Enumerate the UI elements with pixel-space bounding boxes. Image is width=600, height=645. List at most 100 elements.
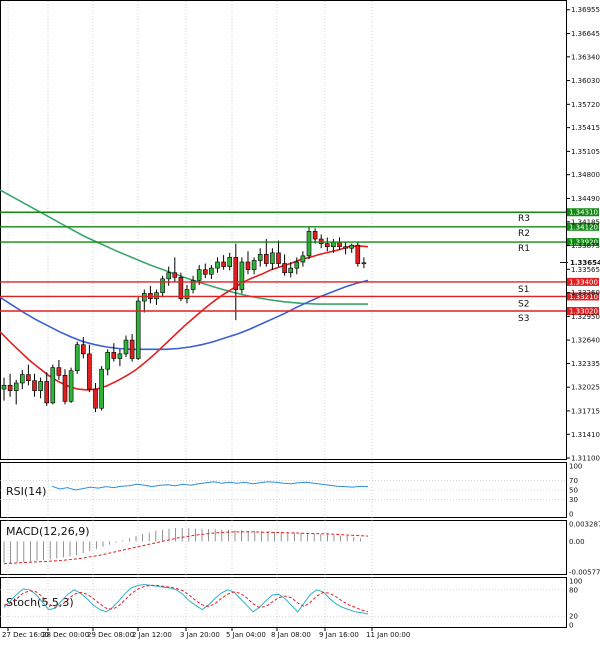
candle-body-down	[172, 272, 178, 278]
candle-body-down	[245, 261, 251, 270]
candle	[215, 257, 220, 273]
candle	[117, 349, 123, 367]
price-tick-label: 1.36645	[571, 30, 600, 38]
candle-body-up	[361, 262, 367, 265]
candle	[26, 364, 31, 386]
candle	[288, 262, 294, 278]
candle	[251, 257, 257, 275]
macd-panel: MACD(12,26,9) 0.003287 0.00 -0.005772	[3, 521, 600, 577]
candle-body-down	[178, 277, 184, 300]
candle-body-down	[221, 261, 226, 267]
candle-body-up	[13, 382, 19, 391]
candle	[81, 337, 86, 359]
candle	[50, 364, 56, 405]
macd-tick-label: -0.005772	[569, 569, 600, 577]
price-tick-label: 1.35720	[571, 101, 600, 109]
stoch-tick-label: 100	[569, 578, 582, 586]
price-tick-label: 1.33565	[571, 266, 600, 274]
candle-body-down	[129, 339, 135, 359]
level-price-label-s2: 1.33210	[569, 293, 598, 301]
level-price-label-r2: 1.34120	[569, 223, 598, 231]
time-tick-label: 28 Dec 00:00	[42, 631, 89, 639]
candle-body-down	[203, 269, 208, 275]
candle	[142, 289, 147, 313]
price-tick-label: 1.31410	[571, 431, 600, 439]
candle	[221, 255, 226, 270]
candle-body-down	[56, 367, 62, 376]
candle-body-up	[154, 292, 159, 300]
level-name-r2: R2	[518, 229, 530, 239]
level-name-s3: S3	[518, 314, 529, 324]
candle	[129, 333, 135, 362]
candle-body-up	[294, 261, 300, 269]
candle-body-down	[318, 238, 324, 244]
candle-body-down	[355, 244, 361, 264]
candle-body-down	[282, 263, 287, 274]
candle-body-down	[263, 254, 269, 264]
price-tick-label: 1.35415	[571, 124, 600, 132]
candle	[38, 377, 43, 399]
time-tick-label: 3 Jan 20:00	[180, 631, 220, 639]
candle	[245, 251, 251, 275]
candle	[263, 239, 269, 267]
candle	[93, 382, 98, 413]
level-price-label-s1: 1.33400	[569, 278, 598, 286]
candle-body-up	[215, 261, 220, 269]
time-tick-label: 8 Jan 08:00	[271, 631, 311, 639]
candle-body-up	[239, 261, 245, 290]
candle	[239, 257, 245, 294]
candle	[318, 234, 324, 249]
candle-body-up	[1, 384, 7, 390]
candle-body-down	[32, 380, 37, 391]
candle-body-up	[270, 252, 275, 264]
candle-body-down	[343, 246, 348, 249]
candle-body-down	[111, 352, 117, 359]
candle	[300, 251, 306, 267]
candle	[227, 252, 232, 271]
candle	[282, 254, 287, 276]
candle	[209, 265, 214, 279]
price-tick-label: 1.34800	[571, 171, 600, 179]
price-tick-label: 1.32950	[571, 313, 600, 321]
level-price-label-r3: 1.34310	[569, 209, 598, 217]
candle-body-down	[44, 381, 50, 404]
candle	[276, 240, 281, 267]
rsi-tick-label: 30	[569, 496, 578, 504]
ma-blue-line	[0, 279, 369, 351]
candle-body-down	[81, 344, 86, 355]
rsi-tick-label: 0	[569, 511, 573, 519]
rsi-tick-label: 50	[569, 487, 578, 495]
candle	[87, 344, 92, 393]
macd-label: MACD(12,26,9)	[6, 525, 90, 538]
candle-body-up	[306, 231, 312, 257]
macd-tick-label: 0.00	[569, 538, 585, 546]
candle	[32, 373, 37, 397]
level-name-s2: S2	[518, 299, 529, 309]
time-tick-label: 2 Jan 12:00	[132, 631, 172, 639]
candle-body-down	[7, 384, 13, 391]
macd-tick-label: 0.003287	[569, 521, 600, 529]
level-name-r1: R1	[518, 244, 530, 254]
candle-body-up	[38, 381, 43, 391]
candle-body-up	[251, 260, 257, 270]
candle-body-up	[184, 289, 190, 300]
stoch-tick-label: 0	[569, 622, 573, 630]
macd-signal-line	[3, 531, 369, 565]
rsi-label: RSI(14)	[6, 485, 46, 498]
stoch-tick-label: 20	[569, 613, 578, 621]
rsi-tick-label: 100	[569, 463, 582, 471]
candle	[74, 341, 80, 374]
candle-body-up	[160, 278, 165, 293]
candle	[56, 360, 62, 380]
stoch-k-line	[3, 583, 369, 615]
candle-body-down	[312, 231, 318, 240]
level-price-tag-r3	[567, 208, 599, 217]
price-tick-label: 1.33875	[571, 242, 600, 250]
candle	[190, 275, 196, 294]
candle-body-up	[142, 293, 147, 302]
macd-pane-frame	[0, 520, 567, 575]
time-tick-label: 29 Dec 08:00	[87, 631, 134, 639]
level-price-tag-s1	[567, 277, 599, 286]
